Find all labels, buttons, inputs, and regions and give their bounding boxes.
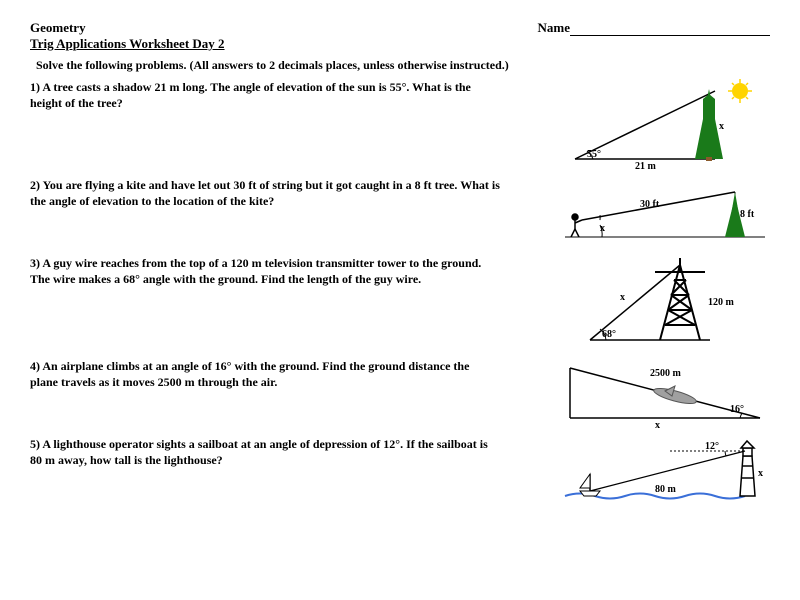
- tower-icon: [655, 258, 705, 340]
- q2-num: 2): [30, 178, 40, 192]
- q2-hyp: 30 ft: [640, 199, 660, 210]
- lighthouse-icon: [740, 441, 755, 496]
- name-label: Name: [538, 20, 571, 35]
- q5-diagram: 12° 80 m x: [560, 436, 770, 511]
- q3-num: 3): [30, 256, 40, 270]
- q5-angle: 12°: [705, 441, 719, 452]
- q1-text: A tree casts a shadow 21 m long. The ang…: [30, 80, 471, 110]
- course-title: Geometry: [30, 20, 86, 36]
- svg-text:x: x: [758, 468, 763, 479]
- q3-diagram: 68° 120 m x: [560, 255, 770, 350]
- q2-diagram: 30 ft 8 ft x: [560, 177, 770, 247]
- name-blank: [570, 35, 770, 36]
- airplane-icon: [652, 385, 697, 406]
- svg-text:x: x: [655, 420, 660, 428]
- worksheet-title: Trig Applications Worksheet Day 2: [30, 36, 770, 52]
- q2-height: 8 ft: [740, 209, 755, 220]
- q1-base: 21 m: [635, 161, 657, 169]
- sailboat-icon: [580, 474, 600, 496]
- q1-num: 1): [30, 80, 40, 94]
- q4-hyp: 2500 m: [650, 368, 682, 379]
- q1-angle: 55°: [587, 149, 601, 160]
- q4-diagram: 2500 m 16° x: [560, 358, 770, 428]
- q5-base: 80 m: [655, 484, 677, 495]
- svg-text:x: x: [719, 121, 724, 132]
- question-4: 4) An airplane climbs at an angle of 16°…: [30, 358, 770, 428]
- q3-text: A guy wire reaches from the top of a 120…: [30, 256, 481, 286]
- q5-num: 5): [30, 437, 40, 451]
- q1-diagram: 55° 21 m x: [560, 79, 770, 169]
- sun-icon: [732, 83, 748, 99]
- question-1: 1) A tree casts a shadow 21 m long. The …: [30, 79, 770, 169]
- q4-text: An airplane climbs at an angle of 16° wi…: [30, 359, 469, 389]
- q4-num: 4): [30, 359, 40, 373]
- person-icon: [571, 214, 582, 237]
- question-3: 3) A guy wire reaches from the top of a …: [30, 255, 770, 350]
- question-5: 5) A lighthouse operator sights a sailbo…: [30, 436, 770, 511]
- instructions: Solve the following problems. (All answe…: [36, 58, 770, 73]
- question-2: 2) You are flying a kite and have let ou…: [30, 177, 770, 247]
- q3-height: 120 m: [708, 297, 735, 308]
- q2-text: You are flying a kite and have let out 3…: [30, 178, 500, 208]
- q5-text: A lighthouse operator sights a sailboat …: [30, 437, 488, 467]
- svg-text:x: x: [620, 292, 625, 303]
